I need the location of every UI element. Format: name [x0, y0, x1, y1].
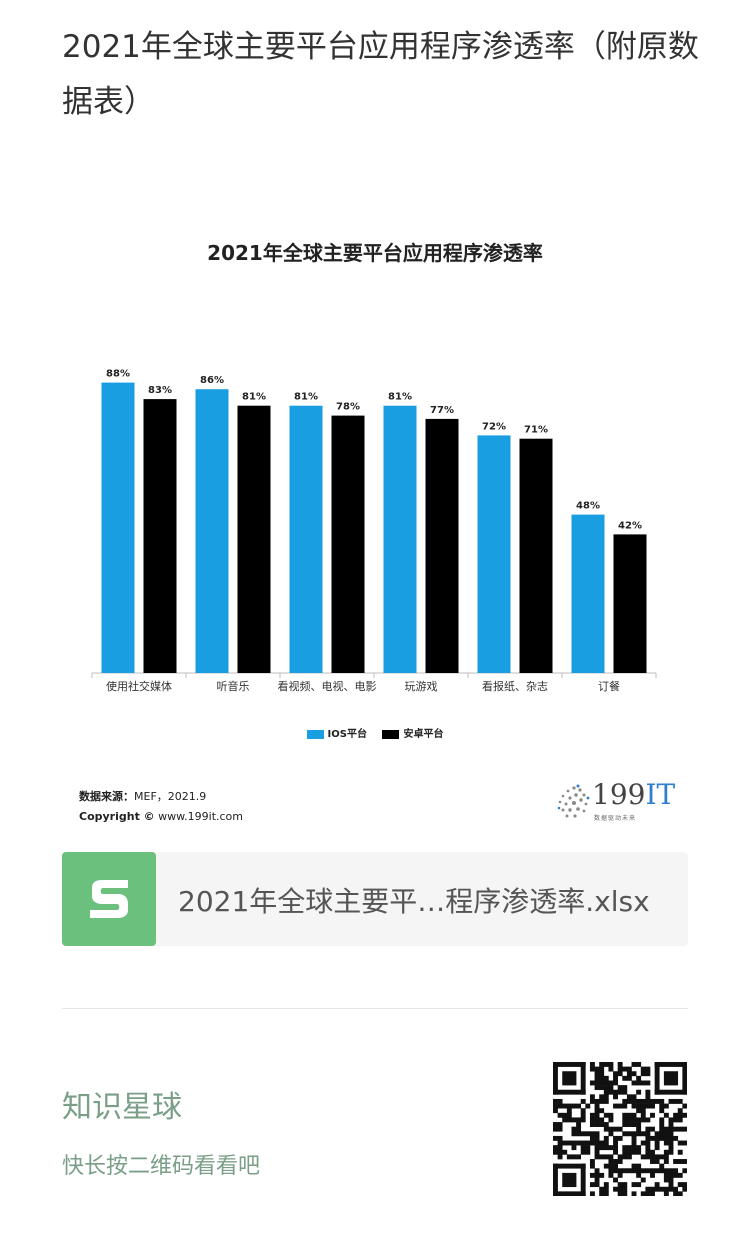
bar-ios: [477, 435, 511, 673]
file-name: 2021年全球主要平…程序渗透率.xlsx: [178, 885, 650, 918]
category-label: 听音乐: [217, 679, 250, 693]
data-label: 78%: [336, 402, 360, 413]
category-label: 看视频、电视、电影: [278, 679, 377, 693]
bar-android: [331, 415, 365, 673]
bar-chart: 88% 83% 使用社交媒体 86% 81% 听音乐 81% 78% 看视频、电视、电影 81% 7…: [91, 369, 657, 693]
footer-title: 知识星球: [62, 1090, 182, 1125]
copyright-value: www.199it.com: [154, 810, 243, 823]
bar-ios: [383, 405, 417, 673]
category-label: 订餐: [598, 679, 620, 693]
199it-logo: 199IT 数据驱动未来: [554, 778, 684, 824]
category-label: 使用社交媒体: [106, 679, 172, 693]
bar-android: [425, 418, 459, 673]
bar-android: [237, 405, 271, 673]
data-label: 81%: [294, 392, 318, 403]
legend-item-ios: IOS平台: [306, 725, 367, 740]
data-label: 81%: [388, 392, 412, 403]
data-label: 71%: [524, 425, 548, 436]
chart-image[interactable]: 2021年全球主要平台应用程序渗透率 88% 83% 使用社交媒体 86% 81% 听音乐…: [62, 215, 688, 833]
data-label: 48%: [576, 501, 600, 512]
source-label: 数据来源：: [79, 790, 134, 803]
file-attachment[interactable]: 2021年全球主要平…程序渗透率.xlsx: [62, 852, 688, 946]
bar-android: [519, 438, 553, 673]
qr-code-icon[interactable]: [553, 1062, 687, 1196]
legend-swatch-ios: [306, 729, 324, 739]
bar-ios: [289, 405, 323, 673]
copyright-label: Copyright ©: [79, 810, 155, 823]
bar-ios: [101, 382, 135, 673]
spreadsheet-s-icon: [62, 852, 156, 946]
legend-item-android: 安卓平台: [382, 725, 443, 740]
data-label: 83%: [148, 385, 172, 396]
data-label: 86%: [200, 375, 224, 386]
legend-swatch-android: [382, 729, 400, 739]
data-label: 81%: [242, 392, 266, 403]
logo-tagline: 数据驱动未来: [594, 815, 637, 822]
data-label: 77%: [430, 405, 454, 416]
data-label: 72%: [482, 421, 506, 432]
chart-title: 2021年全球主要平台应用程序渗透率: [207, 241, 543, 265]
bar-android: [143, 399, 177, 673]
category-label: 看报纸、杂志: [482, 679, 548, 693]
legend-label-android: 安卓平台: [403, 729, 444, 740]
chart-source: 数据来源：MEF，2021.9 Copyright © www.199it.co…: [79, 787, 243, 827]
chart-legend: IOS平台 安卓平台: [62, 725, 688, 740]
page-title: 2021年全球主要平台应用程序渗透率（附原数据表）: [62, 29, 699, 120]
data-label: 42%: [618, 520, 642, 531]
footer-subtitle: 快长按二维码看看吧: [62, 1154, 261, 1179]
bar-android: [613, 534, 647, 673]
logo-dots-icon: [557, 784, 590, 818]
divider: [62, 1008, 688, 1009]
source-value: MEF，2021.9: [134, 790, 207, 803]
bar-ios: [195, 389, 229, 673]
logo-wordmark: 199IT: [592, 778, 676, 811]
category-label: 玩游戏: [405, 680, 438, 693]
bar-ios: [571, 514, 605, 673]
legend-label-ios: IOS平台: [327, 729, 367, 740]
data-label: 88%: [106, 369, 130, 380]
